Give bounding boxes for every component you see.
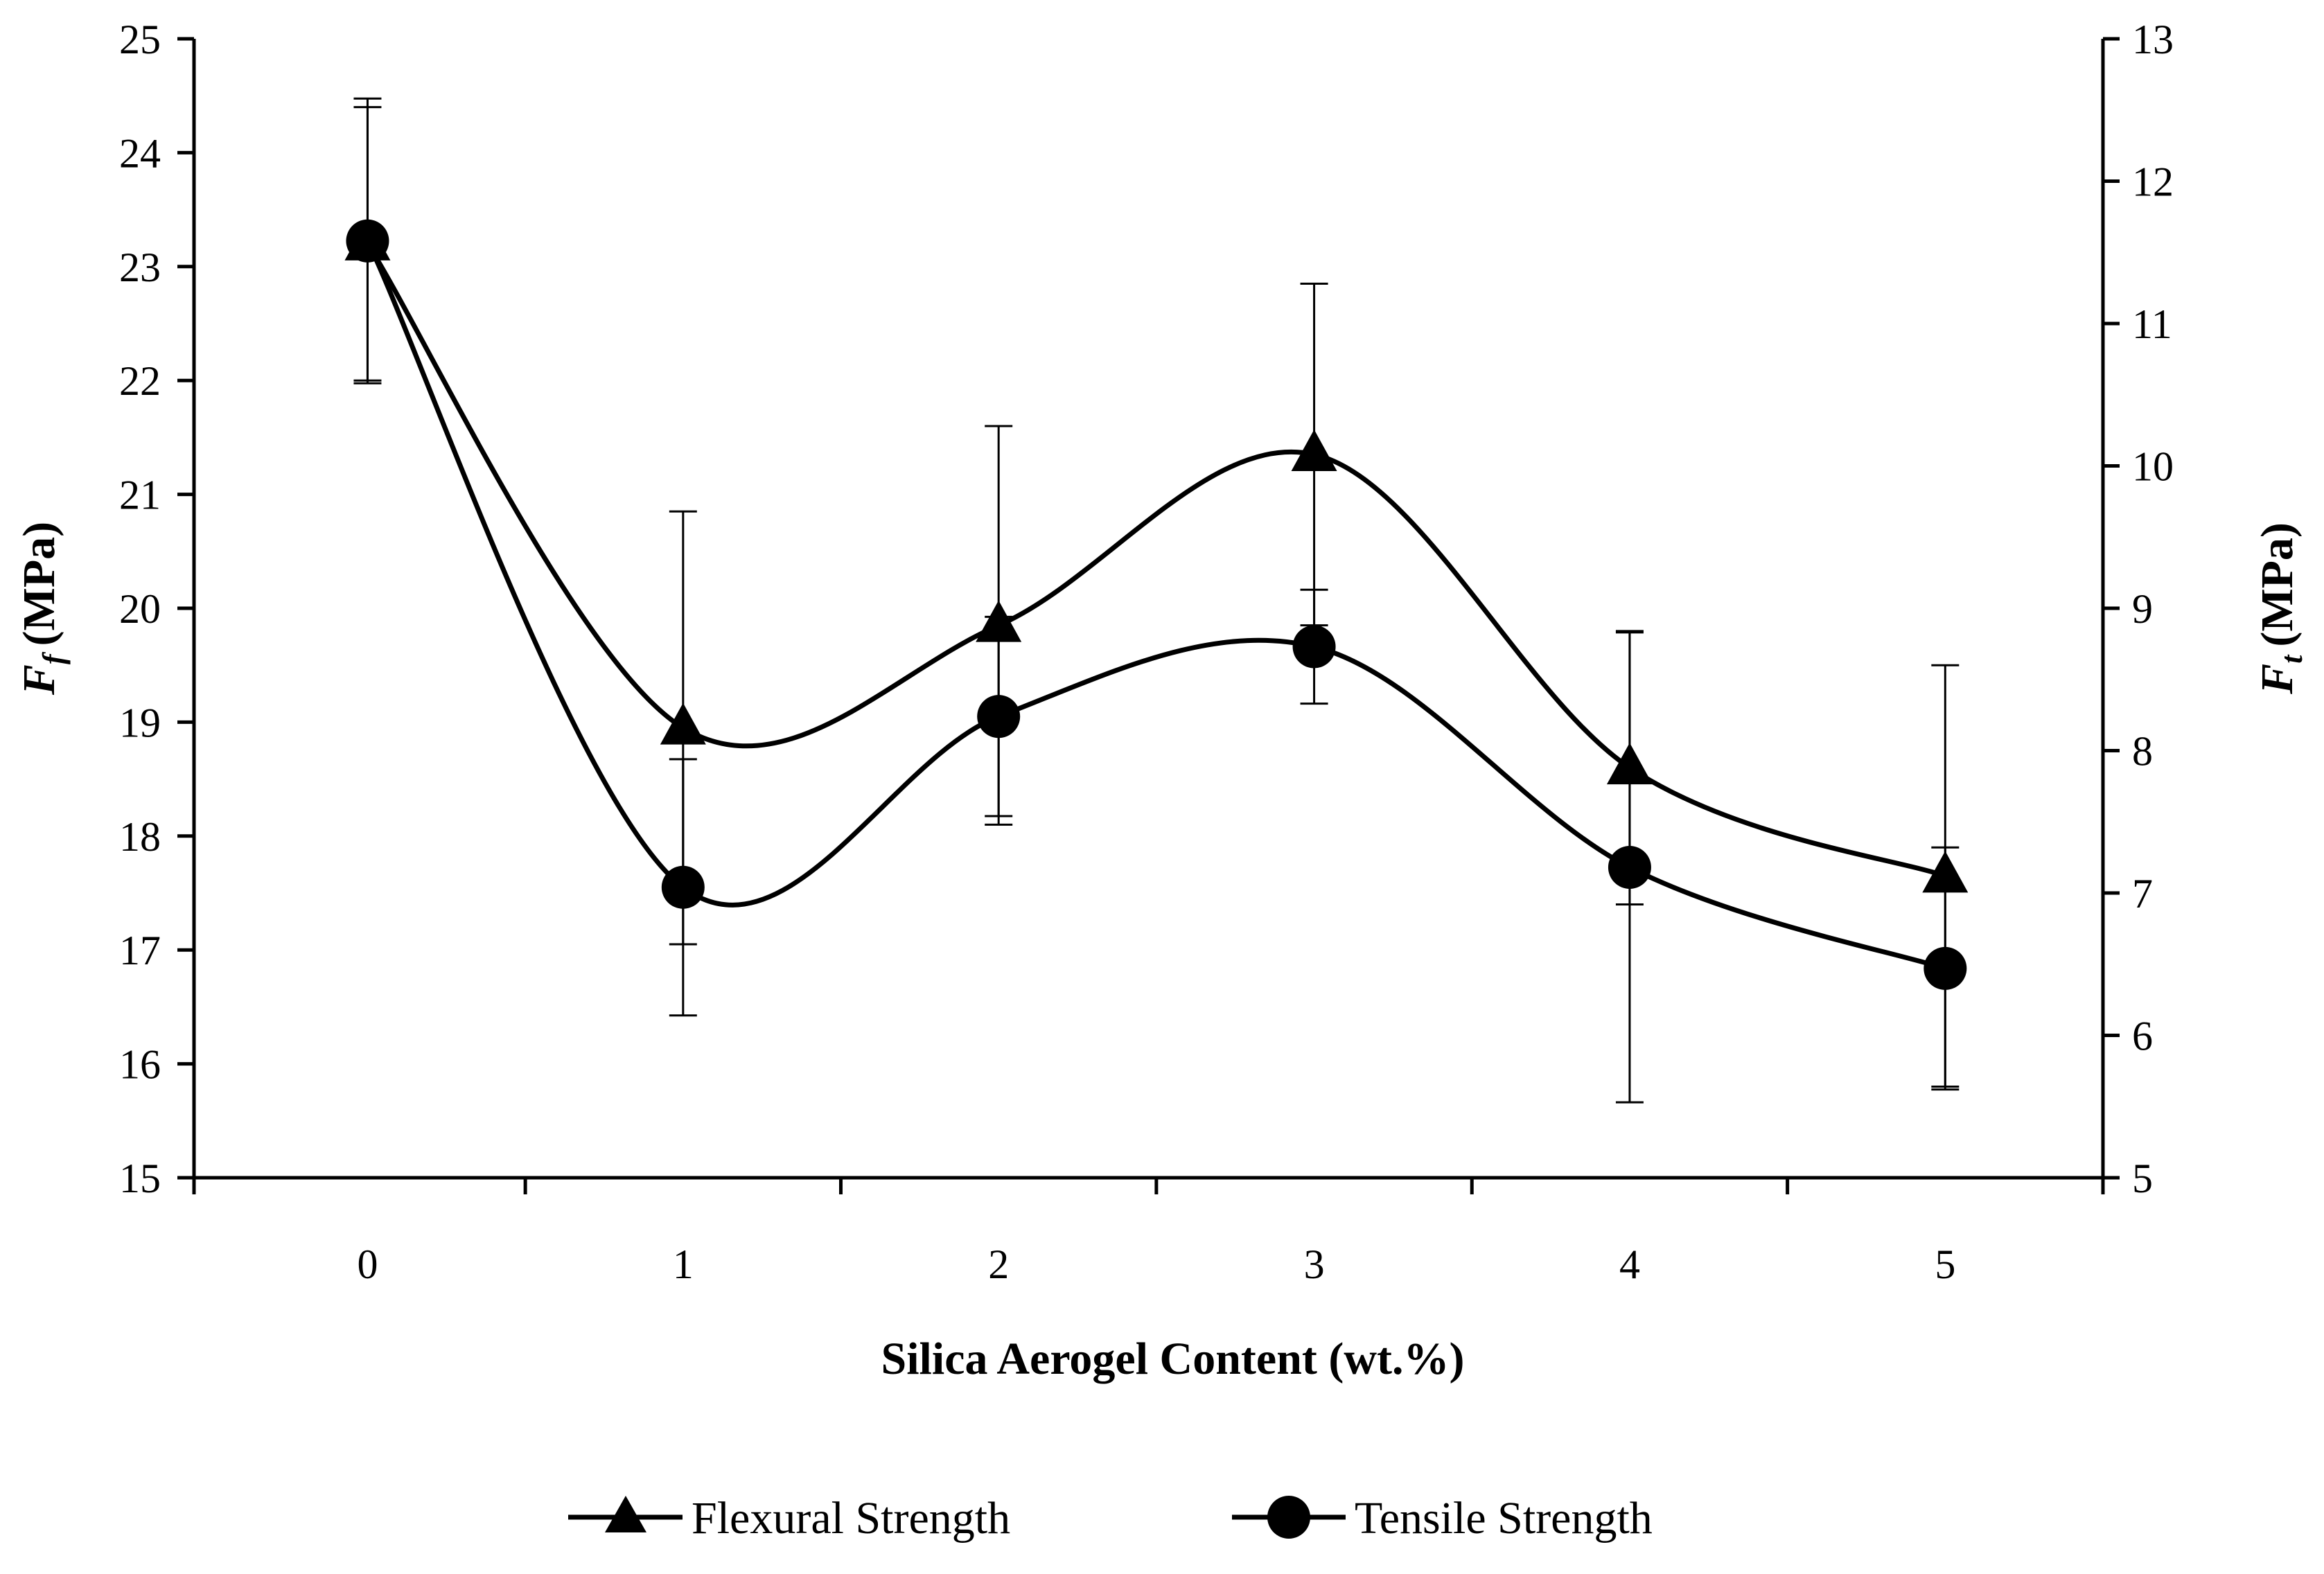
y-left-tick-label: 19 [119, 700, 161, 745]
y-right-tick-label: 10 [2132, 444, 2174, 490]
plot-area [344, 97, 1969, 1104]
y-right-tick-label: 5 [2132, 1156, 2153, 1201]
legend-item-flexural: Flexural Strength [568, 1493, 1010, 1544]
y-left-tick-label: 25 [119, 17, 161, 62]
x-tick-label: 1 [673, 1241, 694, 1287]
x-tick-label: 2 [988, 1241, 1009, 1287]
series-flexural-strength [344, 106, 1969, 1088]
x-axis-title: Silica Aerogel Content (wt.%) [881, 1334, 1465, 1384]
y-right-tick-label: 11 [2132, 301, 2172, 347]
y-right-tick-label: 9 [2132, 586, 2153, 632]
y-right-unit: (MPa) [2252, 522, 2303, 647]
x-tick-label: 4 [1619, 1241, 1640, 1287]
y-left-tick-label: 23 [119, 245, 161, 290]
legend-item-tensile: Tensile Strength [1232, 1493, 1653, 1544]
y-left-tick-label: 17 [119, 928, 161, 973]
y-left-tick-label: 18 [119, 814, 161, 860]
legend-triangle-marker [605, 1496, 646, 1532]
y-left-symbol: F [14, 664, 64, 696]
y-right-tick-label: 6 [2132, 1014, 2153, 1059]
x-tick-label: 5 [1935, 1241, 1955, 1287]
data-point-circle [1608, 846, 1651, 890]
y-right-tick-label: 7 [2132, 871, 2153, 917]
data-point-circle [1292, 625, 1336, 669]
data-point-triangle [660, 702, 706, 745]
data-point-circle [977, 695, 1021, 739]
y-right-tick-label: 13 [2132, 17, 2174, 62]
y-right-tick-label: 8 [2132, 729, 2153, 775]
x-tick-label: 0 [357, 1241, 378, 1287]
legend-circle-marker [1267, 1496, 1310, 1539]
data-point-circle [1924, 946, 1967, 990]
y-axis-right-title: Ft (MPa) [2252, 522, 2309, 695]
y-left-tick-label: 22 [119, 358, 161, 404]
y-left-subscript: f [37, 651, 71, 664]
y-right-tick-label: 12 [2132, 159, 2174, 205]
series-line [365, 240, 1946, 971]
data-point-circle [661, 865, 705, 909]
y-axis-left-title: Ff (MPa) [14, 522, 71, 696]
data-point-triangle [1291, 430, 1337, 472]
y-right-symbol: F [2252, 664, 2303, 695]
x-tick-label: 3 [1304, 1241, 1325, 1287]
y-left-unit: (MPa) [14, 522, 64, 646]
y-left-tick-label: 20 [119, 586, 161, 632]
axes [192, 39, 2105, 1180]
series-tensile-strength [346, 97, 1967, 1104]
legend: Flexural Strength Tensile Strength [568, 1493, 1653, 1544]
data-point-circle [346, 219, 389, 263]
y-left-tick-label: 24 [119, 130, 161, 176]
y-right-subscript: t [2275, 654, 2309, 664]
legend-label-flexural: Flexural Strength [692, 1493, 1010, 1544]
y-left-tick-label: 16 [119, 1042, 161, 1088]
legend-label-tensile: Tensile Strength [1355, 1493, 1653, 1544]
y-left-tick-label: 21 [119, 472, 161, 518]
y-left-tick-label: 15 [119, 1156, 161, 1201]
